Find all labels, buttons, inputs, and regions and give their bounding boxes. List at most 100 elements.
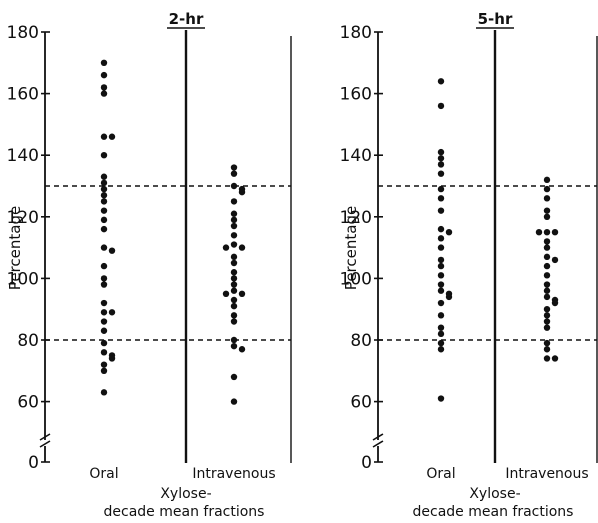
data-point-intravenous (543, 176, 551, 184)
y-axis-label: Percentage (6, 206, 24, 290)
data-point-intravenous (543, 287, 551, 294)
data-point-oral (437, 161, 445, 168)
data-point-intravenous (543, 355, 551, 362)
data-point-oral (437, 324, 445, 331)
data-point-oral (100, 225, 108, 233)
y-tick-label: 80 (17, 331, 39, 351)
x-axis-label-line2: decade mean fractions (104, 504, 265, 520)
data-point-oral (437, 170, 445, 177)
data-point-oral (437, 195, 445, 202)
y-tick-label: 180 (340, 23, 372, 43)
data-point-oral (100, 299, 108, 307)
data-point-intravenous (551, 256, 559, 264)
data-point-oral (108, 355, 116, 362)
data-point-oral (100, 244, 108, 251)
data-point-intravenous (543, 346, 551, 353)
data-point-oral (437, 225, 445, 233)
data-point-oral (437, 346, 445, 353)
data-point-intravenous (230, 241, 238, 248)
data-point-intravenous (238, 188, 246, 196)
data-point-oral (437, 244, 445, 251)
data-point-intravenous (543, 238, 551, 245)
data-point-intravenous (222, 244, 230, 251)
y-tick-label: 60 (17, 393, 39, 413)
data-point-oral (100, 216, 108, 224)
y-tick-label: 120 (7, 208, 39, 228)
data-point-oral (437, 235, 445, 242)
data-point-oral (100, 262, 108, 270)
data-point-oral (437, 78, 445, 85)
y-tick-label: 160 (7, 85, 39, 105)
y-axis-label: Percentage (342, 206, 360, 290)
data-point-oral (437, 256, 445, 264)
data-point-oral (100, 318, 108, 325)
data-point-intravenous (543, 339, 551, 347)
data-point-oral (437, 281, 445, 288)
data-point-intravenous (230, 210, 238, 217)
data-point-intravenous (543, 213, 551, 220)
panel-5hr: 5-hr 0 60 80 100 120 140 160 180 Percentage Oral In… (340, 10, 598, 520)
y-tick-label: 120 (340, 208, 372, 228)
data-point-intravenous (543, 253, 551, 261)
data-point-intravenous (230, 253, 238, 261)
axis-break-mark (372, 433, 384, 441)
data-point-intravenous (230, 281, 238, 288)
data-point-intravenous (543, 185, 551, 193)
data-point-oral (437, 207, 445, 214)
data-point-oral (445, 293, 453, 301)
data-point-oral (437, 148, 445, 156)
y-tick-label: 140 (340, 146, 372, 166)
y-tick-label: 100 (340, 269, 372, 289)
axis-break-mark (39, 440, 51, 448)
panel-title: 5-hr (478, 10, 513, 28)
data-point-oral (437, 299, 445, 307)
data-point-intravenous (230, 287, 238, 294)
data-point-intravenous (230, 182, 238, 190)
x-axis-label-line1: Xylose- (160, 486, 211, 502)
data-point-intravenous (230, 259, 238, 267)
data-point-oral (100, 207, 108, 214)
y-tick-label: 180 (7, 23, 39, 43)
data-point-oral (437, 155, 445, 162)
data-point-intravenous (551, 229, 559, 236)
x-axis-label-line1: Xylose- (469, 486, 520, 502)
data-point-oral (100, 84, 108, 91)
data-point-oral (100, 361, 108, 368)
data-point-intravenous (222, 290, 230, 297)
data-point-intravenous (230, 232, 238, 239)
panel-2hr: 2-hr 0 60 80 100 120 140 160 180 Percentage Oral In… (6, 10, 292, 520)
data-point-intravenous (543, 281, 551, 288)
category-label: Intravenous (192, 466, 275, 482)
data-point-oral (100, 59, 108, 66)
data-point-oral (100, 173, 108, 180)
y-tick-label: 100 (7, 269, 39, 289)
data-point-intravenous (535, 229, 543, 236)
category-label: Oral (426, 466, 455, 482)
data-point-intravenous (230, 222, 238, 230)
x-axis-label-line2: decade mean fractions (413, 504, 574, 520)
panel-title: 2-hr (169, 10, 204, 28)
data-point-intravenous (543, 262, 551, 270)
data-point-intravenous (230, 312, 238, 319)
data-point-oral (100, 281, 108, 288)
data-point-intravenous (543, 207, 551, 214)
data-point-oral (100, 275, 108, 282)
data-point-oral (437, 395, 445, 402)
data-point-intravenous (551, 299, 559, 307)
data-point-intravenous (238, 346, 246, 353)
data-point-intravenous (543, 229, 551, 236)
data-point-oral (100, 185, 108, 193)
data-point-oral (100, 349, 108, 356)
data-point-oral (100, 71, 108, 79)
data-point-oral (437, 330, 445, 338)
data-point-intravenous (230, 342, 238, 350)
data-point-intravenous (543, 318, 551, 325)
data-point-oral (437, 312, 445, 319)
data-point-oral (100, 152, 108, 159)
data-point-oral (437, 272, 445, 279)
axis-break-mark (372, 440, 384, 448)
y-tick-label: 60 (350, 393, 372, 413)
data-point-oral (100, 327, 108, 334)
data-point-intravenous (230, 302, 238, 310)
data-point-oral (100, 192, 108, 199)
